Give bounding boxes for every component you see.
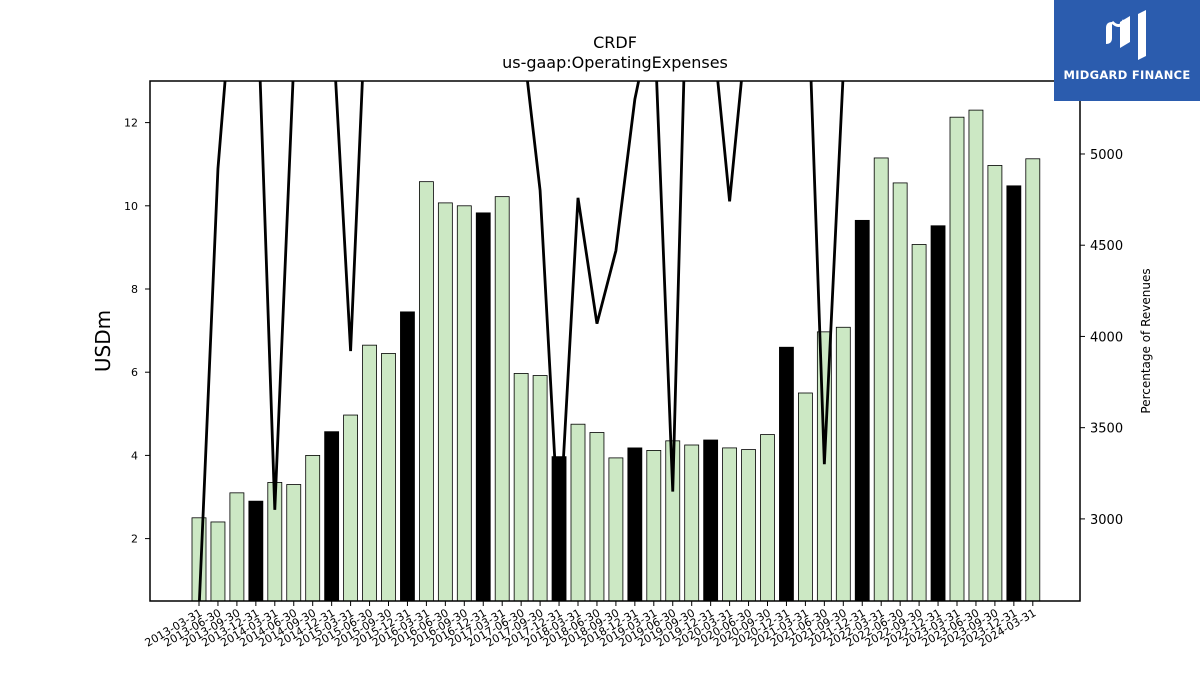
y2-tick-label: 3500 xyxy=(1090,422,1123,437)
bar xyxy=(324,431,340,601)
bar xyxy=(949,116,965,601)
y-tick-label: 2 xyxy=(131,533,138,546)
bar xyxy=(286,484,302,601)
bar xyxy=(343,414,359,601)
bar xyxy=(494,196,510,601)
bar xyxy=(722,447,737,601)
y2-tick-label: 5000 xyxy=(1090,148,1123,163)
y-axis: 2 4 6 8 10 12 xyxy=(124,117,150,546)
y2-tick-label: 4000 xyxy=(1090,330,1123,345)
line-series xyxy=(197,81,845,601)
bar xyxy=(1025,158,1041,601)
bar xyxy=(798,392,813,601)
bar xyxy=(229,492,245,601)
bar xyxy=(703,439,719,601)
chart-subtitle: us-gaap:OperatingExpenses xyxy=(502,53,728,72)
bar xyxy=(779,346,794,601)
y2-axis-label: Percentage of Revenues xyxy=(1139,268,1153,413)
y-tick-label: 4 xyxy=(131,449,138,462)
bar xyxy=(437,202,453,601)
y-tick-label: 12 xyxy=(124,117,138,130)
bar xyxy=(741,449,756,601)
series-line xyxy=(197,81,845,601)
bar xyxy=(911,244,927,601)
chart-title: CRDF xyxy=(593,33,637,52)
bar xyxy=(684,444,700,601)
brand-logo: MIDGARD FINANCE xyxy=(1054,0,1200,101)
y2-axis: 3000 3500 4000 4500 5000 xyxy=(1080,148,1123,528)
bar xyxy=(456,205,472,601)
bar xyxy=(248,500,264,601)
y-tick-label: 10 xyxy=(124,200,138,213)
bar xyxy=(210,521,226,601)
bar xyxy=(513,373,529,601)
y-tick-label: 6 xyxy=(131,366,138,379)
bar xyxy=(381,353,396,601)
bar xyxy=(930,225,946,601)
bar xyxy=(305,454,321,601)
bar xyxy=(418,181,434,601)
plot-frame xyxy=(149,80,1081,602)
bar xyxy=(362,344,377,601)
y2-tick-label: 3000 xyxy=(1090,513,1123,528)
bar xyxy=(1006,185,1022,601)
y-tick-label: 8 xyxy=(131,283,138,296)
bar xyxy=(892,182,908,601)
bar xyxy=(968,109,984,601)
bar xyxy=(475,212,491,601)
brand-name: MIDGARD FINANCE xyxy=(1063,68,1191,82)
bar xyxy=(627,447,643,601)
bar xyxy=(646,450,662,601)
bar xyxy=(873,157,889,601)
bar xyxy=(608,457,624,601)
midgard-logo-icon xyxy=(1106,10,1146,60)
y2-tick-label: 4500 xyxy=(1090,239,1123,254)
bar xyxy=(760,434,775,601)
bar xyxy=(400,311,415,601)
bar xyxy=(987,165,1003,601)
bar xyxy=(570,423,586,601)
bar xyxy=(854,219,870,601)
bar xyxy=(532,375,548,601)
bar xyxy=(835,326,851,601)
x-axis: 2013-03-312013-06-302013-09-302013-12-31… xyxy=(143,601,1038,650)
y-axis-label: USDm xyxy=(91,310,115,372)
bar-series xyxy=(191,109,1041,601)
bar xyxy=(589,432,605,601)
